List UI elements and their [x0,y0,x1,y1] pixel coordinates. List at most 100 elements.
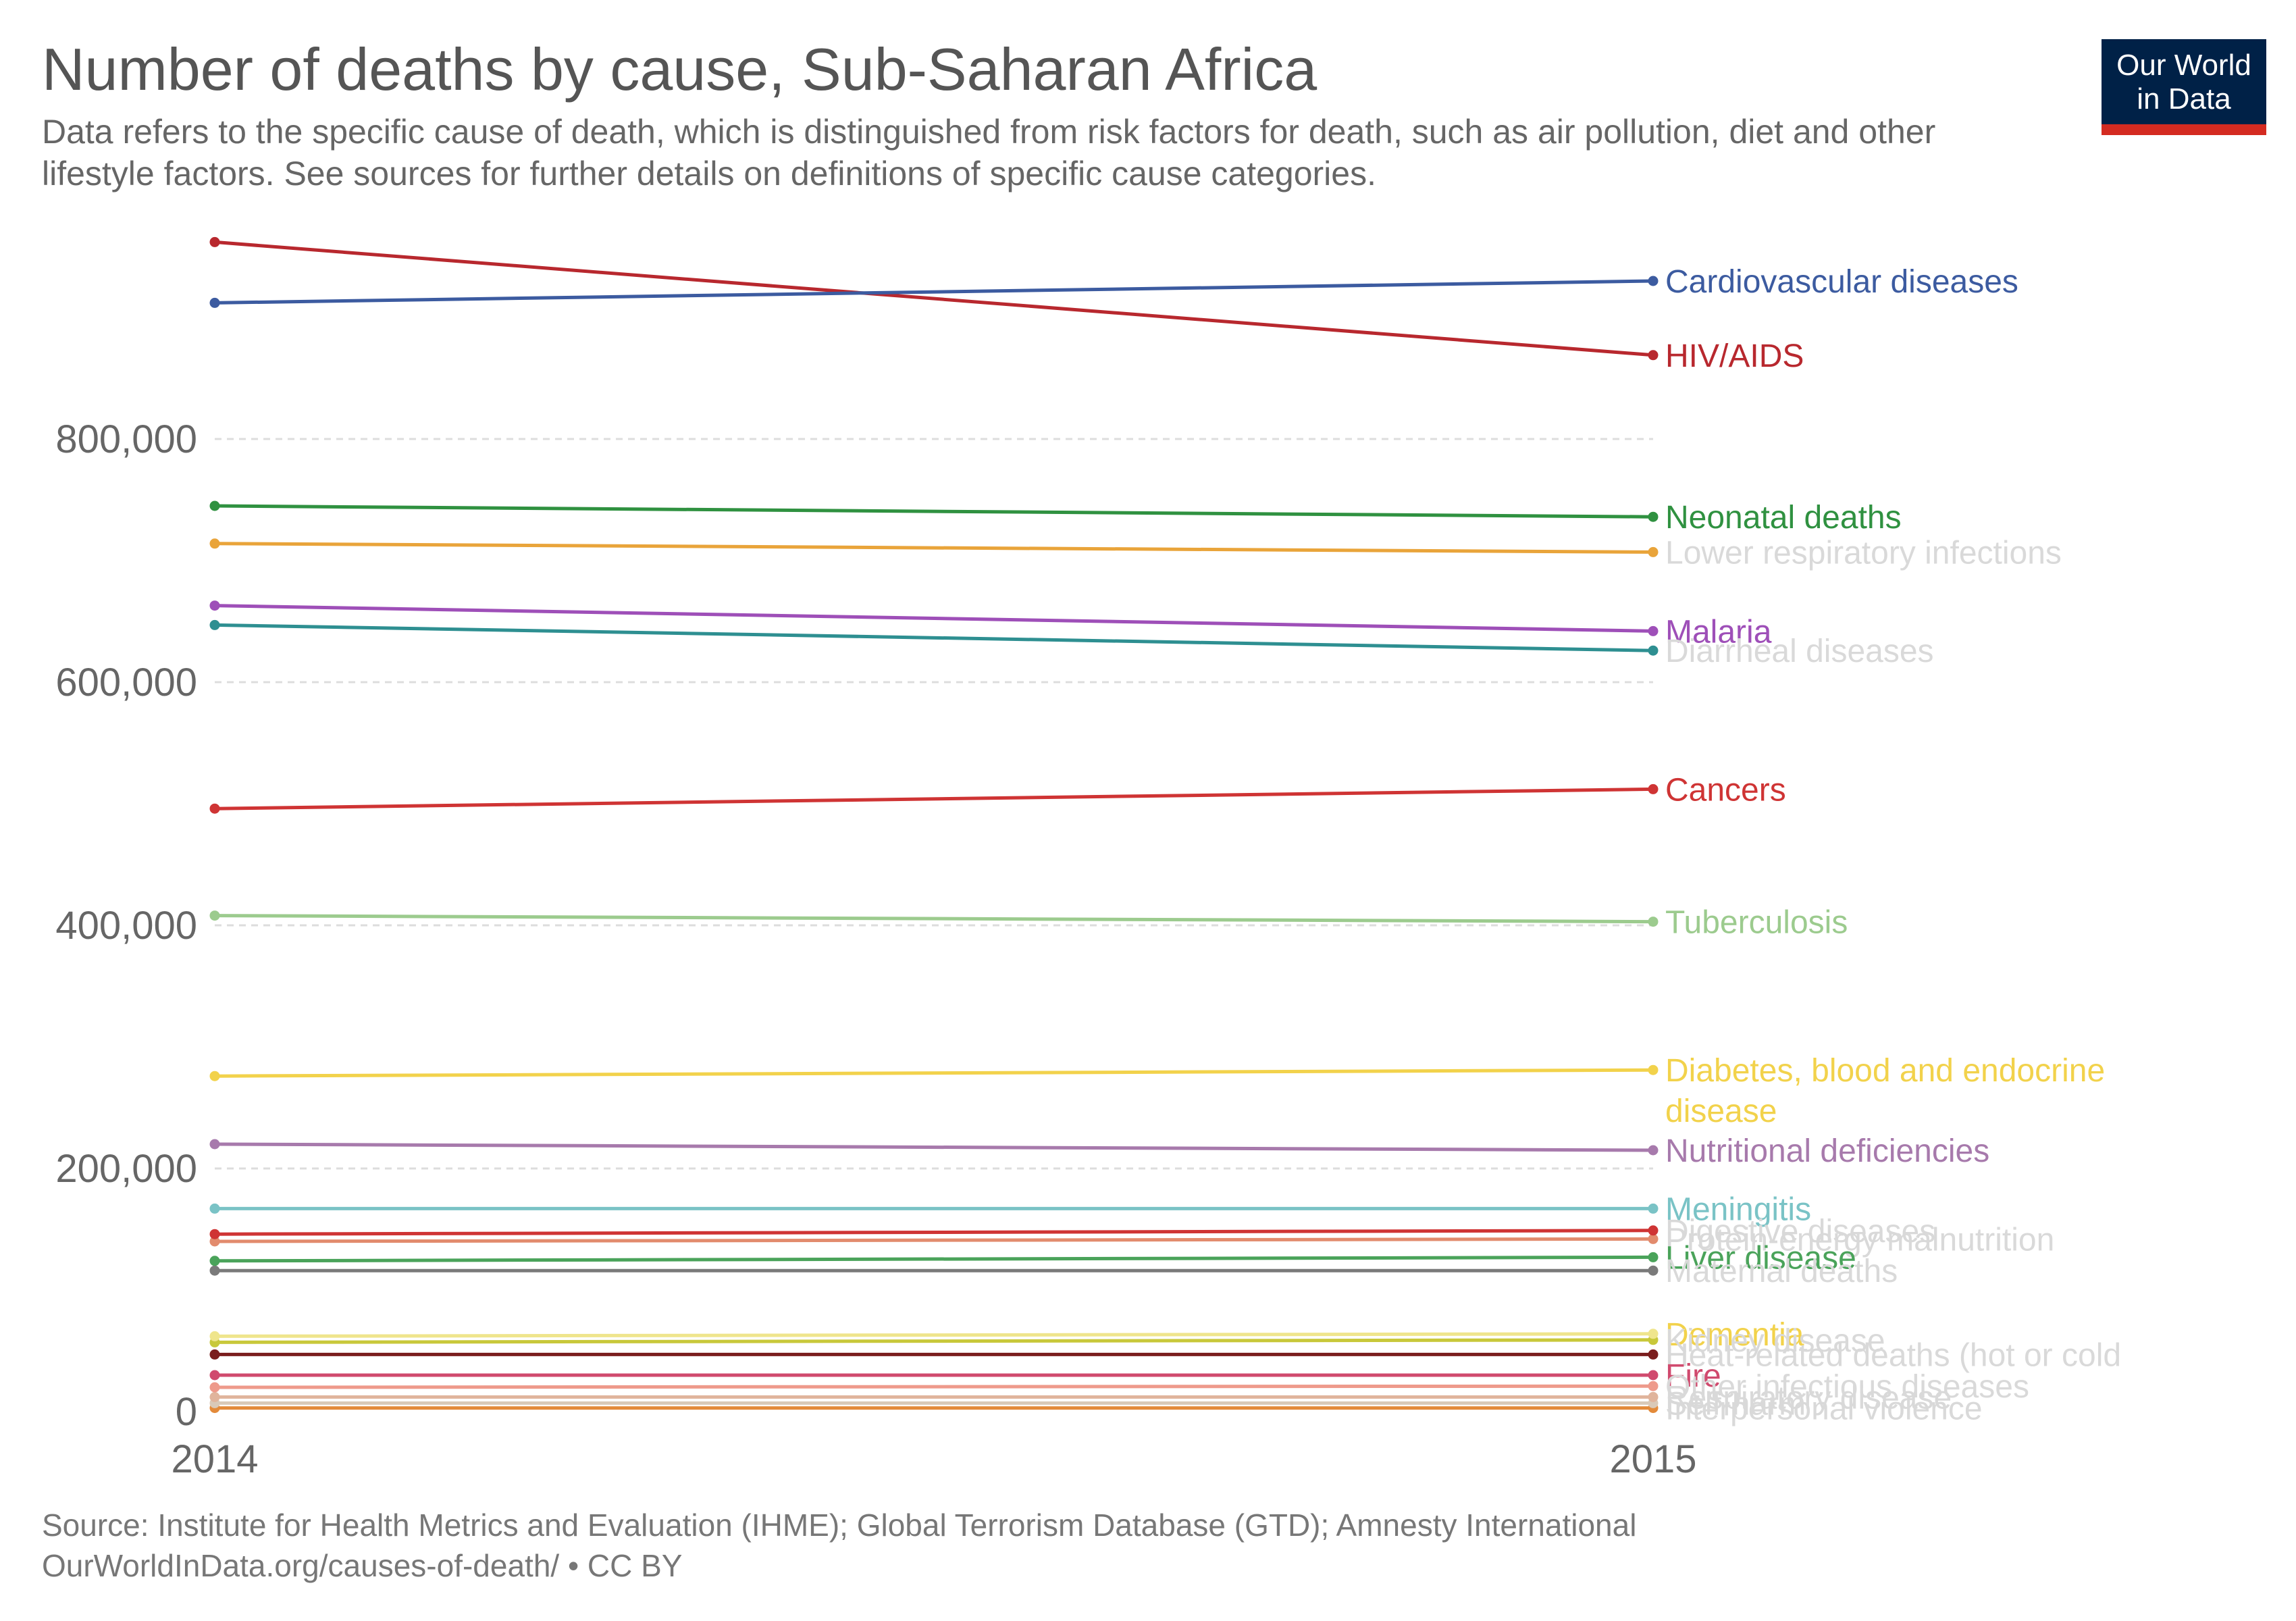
series-label: Cardiovascular diseases [1665,264,2018,300]
series-label: Protein-energy malnutrition [1665,1222,2054,1258]
series-line [214,1142,1654,1152]
series-label-line: Maternal deaths [1665,1254,1898,1289]
data-point [209,1236,220,1247]
series-label: Digestive diseases [1665,1214,1935,1250]
series-label: HIV/AIDS [1665,338,1804,374]
data-point [1648,917,1659,927]
series-label-line: Lower respiratory infections [1665,535,2062,571]
series-label: Kidney disease [1665,1323,1885,1359]
series-label: Other infectious diseases [1665,1369,2029,1405]
series-line [214,1338,1654,1344]
data-point [209,500,220,511]
data-point [1648,1265,1659,1276]
data-point [209,538,220,549]
series-label: Diarrheal diseases [1665,634,1934,669]
series-label-line: Neonatal deaths [1665,500,1902,536]
series-label-line: Dementia [1665,1317,1804,1353]
series-label: Self-harm [1665,1386,1806,1422]
data-point [209,1382,220,1393]
data-point [1648,1349,1659,1360]
series-line [214,1332,1654,1338]
series-label-line: HIV/AIDS [1665,338,1804,374]
series-line [214,914,1654,924]
series-line [214,504,1654,519]
data-point [1648,1203,1659,1214]
series-label-line: Self-harm [1665,1386,1806,1422]
source-note: Source: Institute for Health Metrics and… [42,1508,1637,1543]
series-label: Nutritional deficiencies [1665,1133,1989,1169]
chart-subtitle: Data refers to the specific cause of dea… [42,113,1936,192]
data-point [209,297,220,308]
data-point [1648,1145,1659,1156]
series-label: Heat-related deaths (hot or cold [1665,1337,2121,1373]
series-label-line: Protein-energy malnutrition [1665,1222,2054,1258]
data-point [209,1331,220,1341]
series-label-line: Digestive diseases [1665,1214,1935,1250]
y-tick-label: 400,000 [55,904,197,948]
data-point [209,1391,220,1402]
data-point [1648,1233,1659,1244]
x-tick-label: 2014 [171,1437,258,1481]
series-label: Diabetes, blood and endocrine disease [1665,1053,2105,1129]
series-labels: Cardiovascular diseases HIV/AIDS Neonatal … [1665,264,2121,1427]
footer: Source: Institute for Health Metrics and… [42,1505,1636,1586]
gridlines [215,438,1653,1170]
series-line [214,542,1654,554]
data-point [1648,1225,1659,1236]
series-label-line: Malaria [1665,614,1772,650]
data-point [1648,1381,1659,1391]
x-tick-label: 2015 [1609,1437,1696,1481]
owid-logo[interactable]: Our World in Data [2102,39,2266,135]
series-label-line: Fire [1665,1358,1721,1394]
y-tick-label: 800,000 [55,417,197,461]
series-label-line: Meningitis [1665,1191,1811,1227]
series-label-line: Tuberculosis [1665,905,1848,941]
data-point [209,803,220,814]
data-point [209,1071,220,1081]
y-tick-label: 0 [176,1390,197,1434]
data-point [209,910,220,921]
data-point [1648,783,1659,794]
series-line [214,623,1654,652]
data-point [1648,645,1659,656]
series-line [214,1068,1654,1078]
source-url[interactable]: OurWorldInData.org/causes-of-death/ • CC… [42,1548,683,1583]
series-label-line: Heat-related deaths (hot or cold [1665,1337,2121,1373]
series-label: Tuberculosis [1665,905,1848,941]
series-label: Respiratory disease [1665,1380,1952,1416]
data-point [209,1203,220,1214]
data-point [1648,546,1659,557]
data-point [209,600,220,611]
series-lines [209,236,1659,1414]
series-label-line: disease [1665,1093,1777,1129]
data-point [209,619,220,630]
series-label-line: Diabetes, blood and endocrine [1665,1053,2105,1089]
series-label-line: Respiratory disease [1665,1380,1952,1416]
series-line [214,1229,1654,1236]
series-label: Dementia [1665,1317,1804,1353]
data-point [1648,1391,1659,1402]
series-line [214,1255,1654,1263]
series-line [214,1384,1654,1389]
series-line [214,279,1654,305]
logo-line-2: in Data [2137,82,2231,115]
series-line [214,604,1654,633]
series-label: Cancers [1665,772,1786,808]
series-label-line: Cardiovascular diseases [1665,264,2018,300]
data-point [1648,1064,1659,1075]
data-point [1648,276,1659,286]
data-point [1648,1329,1659,1339]
series-label-line: Other infectious diseases [1665,1369,2029,1405]
data-point [1648,1370,1659,1381]
x-axis-ticks: 2014 2015 [171,1437,1696,1481]
series-line [214,787,1654,810]
logo-line-1: Our World [2116,49,2251,82]
series-label-line: Nutritional deficiencies [1665,1133,1989,1169]
y-tick-label: 600,000 [55,661,197,704]
series-label-line: Interpersonal violence [1665,1391,1983,1427]
y-axis-ticks: 0 200,000 400,000 600,000 800,000 [55,417,197,1434]
series-label: Lower respiratory infections [1665,535,2062,571]
data-point [1648,625,1659,636]
series-line [214,1237,1654,1243]
